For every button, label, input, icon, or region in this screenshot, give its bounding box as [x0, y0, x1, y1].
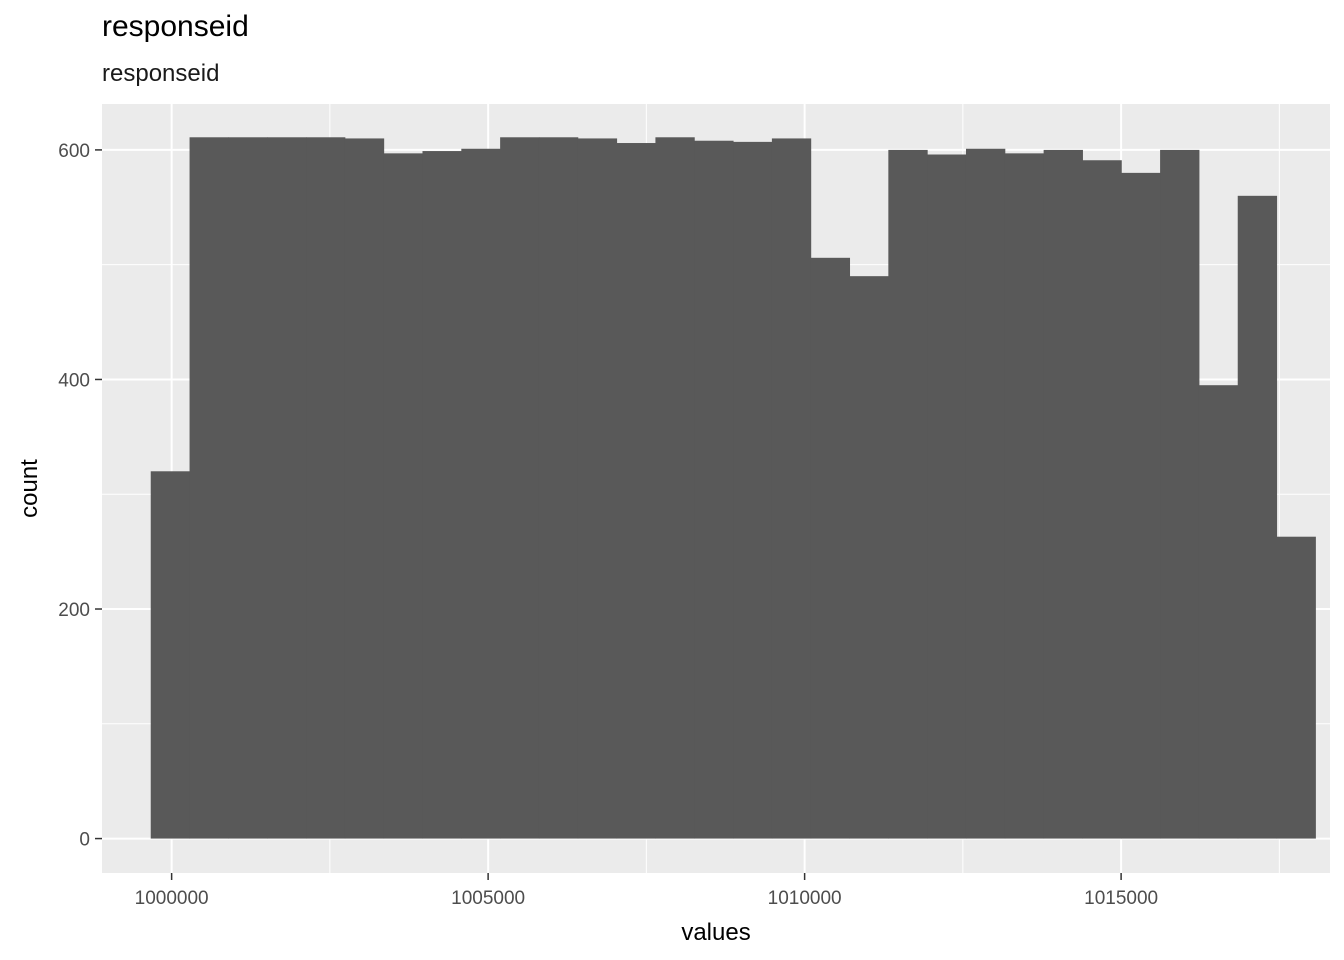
histogram-bar [1082, 160, 1122, 839]
histogram-bar [888, 149, 928, 839]
histogram-bar [383, 153, 423, 839]
x-axis-title: values [681, 919, 750, 946]
histogram-bar [655, 137, 695, 839]
histogram-bar [1043, 149, 1083, 839]
histogram-bar [538, 137, 579, 839]
histogram-bar [694, 140, 734, 839]
histogram-bar [1160, 149, 1200, 839]
x-tick-label: 1000000 [135, 888, 209, 909]
histogram-bar [189, 137, 229, 839]
y-tick-label: 400 [58, 370, 90, 391]
y-tick-label: 0 [79, 830, 90, 851]
histogram-bar [500, 137, 540, 839]
histogram-bar [422, 151, 462, 839]
x-tick-label: 1010000 [768, 888, 842, 909]
y-tick-label: 600 [58, 141, 90, 162]
histogram-bar [1121, 172, 1161, 839]
histogram-bar [771, 138, 812, 839]
histogram-bar [150, 471, 191, 839]
histogram-bar [577, 138, 618, 839]
x-tick-label: 1005000 [451, 888, 525, 909]
histogram-bar [1276, 536, 1316, 839]
histogram-bar [965, 148, 1006, 839]
histogram-bar [267, 137, 307, 839]
histogram-bar [810, 257, 851, 839]
histogram-bar [1004, 153, 1045, 839]
histogram-bar [461, 148, 501, 839]
histogram-bar [927, 154, 967, 839]
y-tick-label: 200 [58, 600, 90, 621]
chart-title: responseid [102, 10, 249, 43]
histogram-bars [150, 137, 1316, 839]
y-axis-labels: 0 200 400 600 [58, 141, 90, 851]
x-axis-labels: 1000000 1005000 1010000 1015000 [135, 888, 1158, 909]
histogram-bar [1237, 195, 1278, 839]
histogram-bar [616, 143, 656, 839]
axis-ticks [95, 149, 1122, 880]
histogram-bar [1198, 385, 1239, 839]
histogram-bar [306, 137, 346, 839]
histogram-bar [733, 141, 773, 839]
histogram-bar [344, 138, 385, 839]
histogram-bar [228, 137, 268, 839]
x-tick-label: 1015000 [1084, 888, 1158, 909]
histogram-bar [849, 276, 889, 839]
chart-subtitle: responseid [102, 60, 220, 87]
y-axis-title: count [16, 459, 43, 518]
